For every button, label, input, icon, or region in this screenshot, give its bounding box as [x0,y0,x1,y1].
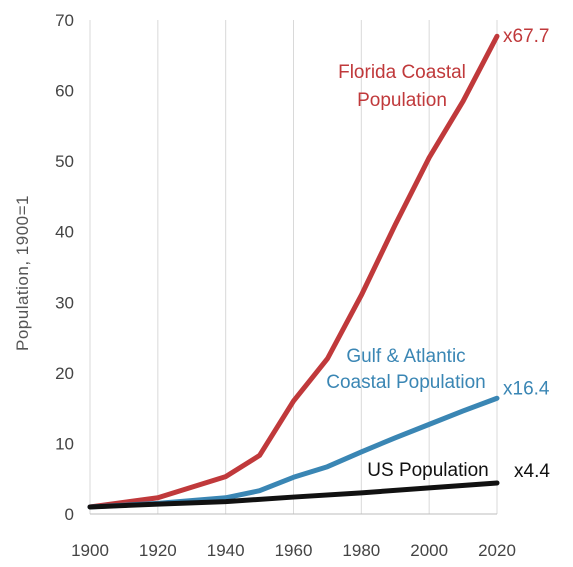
grid-layer [89,20,498,514]
x-tick-label-1900: 1900 [71,541,109,560]
series-line-gulf-atlantic [87,395,500,510]
series-name-line: Gulf & Atlantic [346,346,465,367]
series-line-florida [87,33,500,510]
y-tick-label-20: 20 [55,364,74,383]
label-layer: Florida Coastal Population x67.7 Gulf & Atl… [326,26,550,482]
x-tick-label-1980: 1980 [342,541,380,560]
x-tick-label-1920: 1920 [139,541,177,560]
series-name-line: Coastal Population [326,372,486,393]
axis-layer: 1900 1920 1940 1960 1980 2000 2020 0 10 20 30 40 50 6… [55,11,516,560]
series-end-label-us: x4.4 [514,461,550,482]
y-tick-label-0: 0 [65,505,74,524]
y-tick-label-40: 40 [55,223,74,242]
series-name-gulf-atlantic: Gulf & Atlantic Coastal Population [326,346,486,393]
y-tick-label-60: 60 [55,82,74,101]
series-name-us: US Population [367,460,488,481]
x-tick-label-2000: 2000 [410,541,448,560]
y-tick-label-10: 10 [55,434,74,453]
series-end-label-florida: x67.7 [503,26,549,47]
y-tick-label-70: 70 [55,11,74,30]
y-axis-title: Population, 1900=1 [13,195,32,351]
series-name-line: US Population [367,460,488,481]
series-line-us [87,480,500,510]
series-layer [87,33,500,510]
series-name-line: Florida Coastal [338,62,466,83]
series-name-florida: Florida Coastal Population [338,62,466,111]
y-tick-label-50: 50 [55,152,74,171]
x-tick-label-1960: 1960 [275,541,313,560]
series-name-line: Population [357,90,447,111]
series-end-label-gulf-atlantic: x16.4 [503,378,550,399]
x-tick-label-1940: 1940 [207,541,245,560]
x-tick-label-2020: 2020 [478,541,516,560]
y-tick-label-30: 30 [55,293,74,312]
